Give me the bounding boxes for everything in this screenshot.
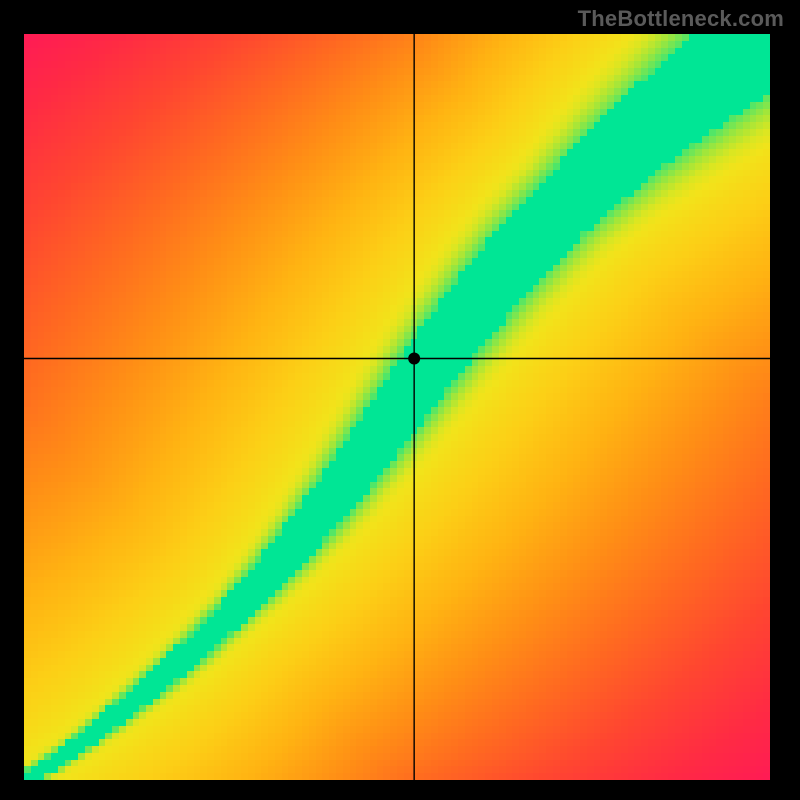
chart-container: TheBottleneck.com <box>0 0 800 800</box>
watermark: TheBottleneck.com <box>578 6 784 32</box>
heatmap-canvas <box>24 34 770 780</box>
